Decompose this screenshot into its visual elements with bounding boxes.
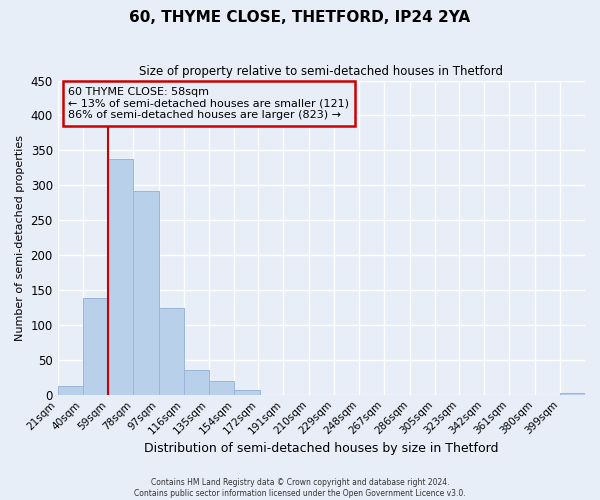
X-axis label: Distribution of semi-detached houses by size in Thetford: Distribution of semi-detached houses by … — [144, 442, 499, 455]
Bar — [133, 191, 158, 394]
Bar — [158, 308, 184, 394]
Y-axis label: Number of semi-detached properties: Number of semi-detached properties — [15, 134, 25, 340]
Text: 60, THYME CLOSE, THETFORD, IP24 2YA: 60, THYME CLOSE, THETFORD, IP24 2YA — [130, 10, 470, 25]
Bar — [83, 298, 108, 394]
Title: Size of property relative to semi-detached houses in Thetford: Size of property relative to semi-detach… — [139, 65, 503, 78]
Text: Contains HM Land Registry data © Crown copyright and database right 2024.
Contai: Contains HM Land Registry data © Crown c… — [134, 478, 466, 498]
Bar — [209, 382, 235, 394]
Bar — [235, 390, 260, 394]
Bar — [108, 160, 133, 394]
Bar — [560, 392, 585, 394]
Bar — [58, 386, 83, 394]
Text: 60 THYME CLOSE: 58sqm
← 13% of semi-detached houses are smaller (121)
86% of sem: 60 THYME CLOSE: 58sqm ← 13% of semi-deta… — [68, 87, 349, 120]
Bar — [184, 370, 209, 394]
